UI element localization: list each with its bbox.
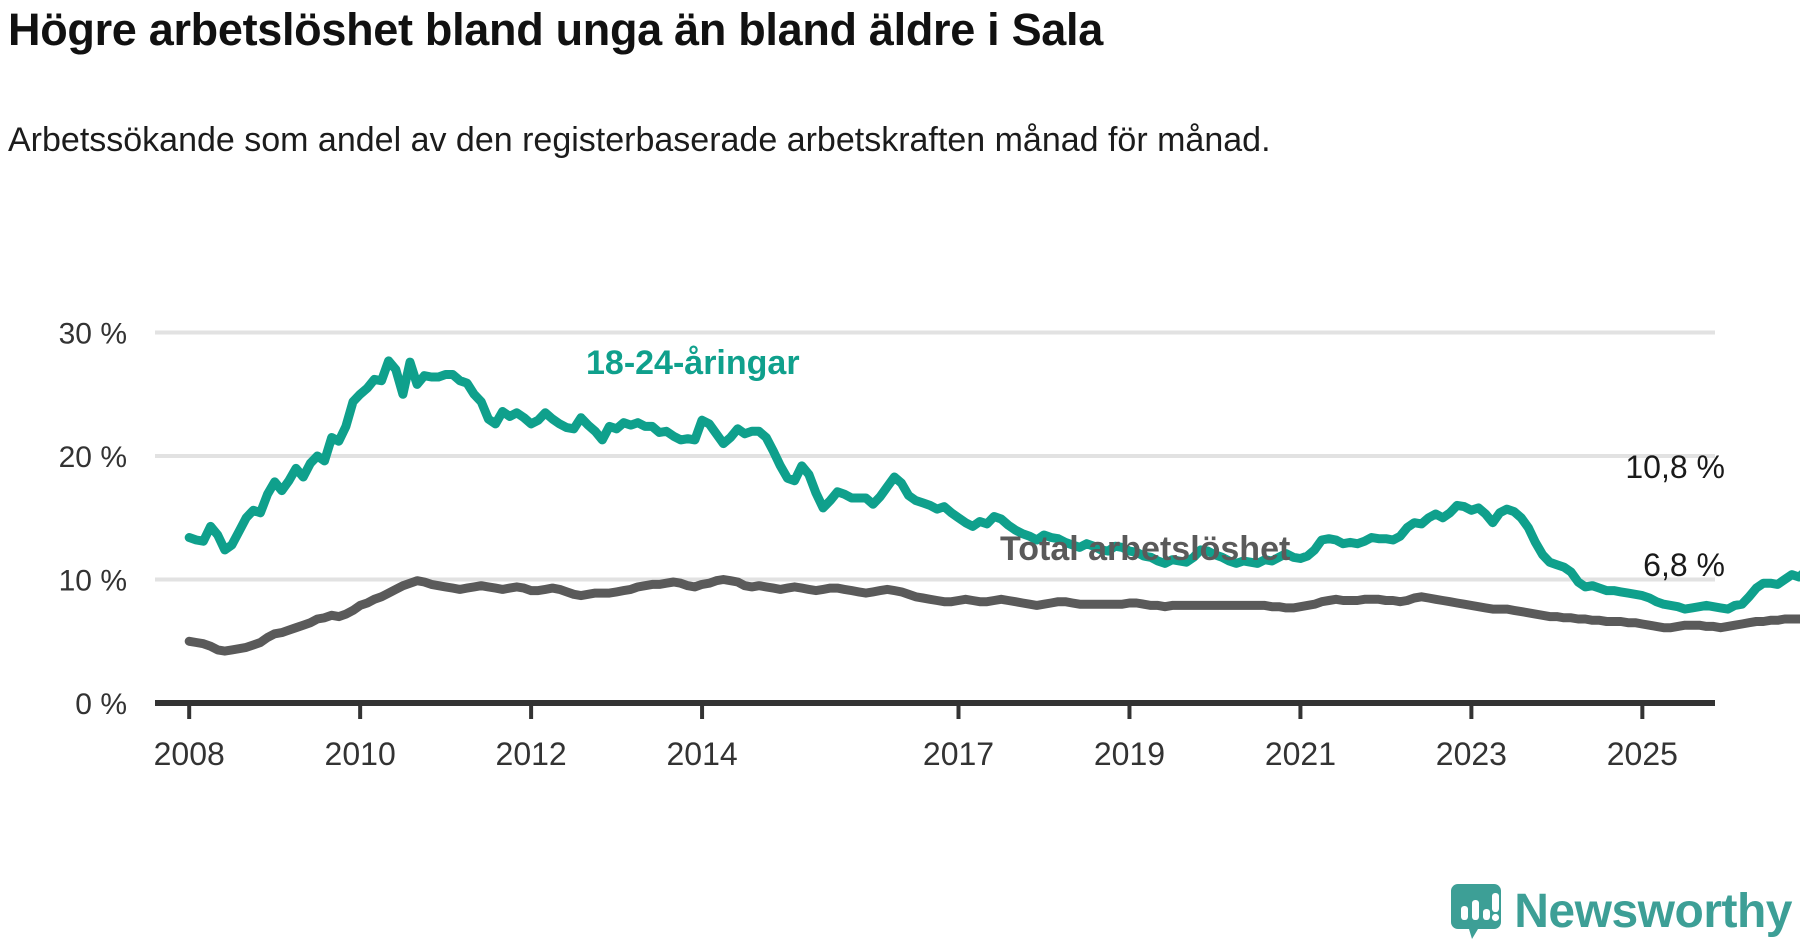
end-value-label: 10,8 % — [1625, 449, 1725, 485]
page-title: Högre arbetslöshet bland unga än bland ä… — [8, 4, 1103, 55]
series-annotation: 18-24-åringar — [586, 344, 800, 382]
chart-container: 0 % 10 % 20 % 30 % 2008 2010 2012 2014 2017 2019… — [0, 250, 1800, 810]
y-tick-label: 20 % — [59, 441, 127, 474]
x-tick-label: 2008 — [154, 736, 225, 772]
x-tick-label: 2021 — [1265, 736, 1336, 772]
y-tick-label: 30 % — [59, 318, 127, 351]
newsworthy-logo[interactable]: Newsworthy — [1450, 882, 1792, 940]
x-tick-label: 2010 — [325, 736, 396, 772]
x-tick-label: 2019 — [1094, 736, 1165, 772]
y-tick-label: 0 % — [75, 688, 127, 721]
x-tick-label: 2014 — [666, 736, 737, 772]
x-axis — [155, 700, 1715, 719]
end-value-labels: 10,8 % 6,8 % — [1625, 449, 1725, 583]
series-line[interactable] — [184, 356, 1800, 614]
x-tick-label: 2025 — [1607, 736, 1678, 772]
x-tick-label: 2012 — [496, 736, 567, 772]
series-annotation: Total arbetslöshet — [1000, 530, 1290, 568]
line-chart: 0 % 10 % 20 % 30 % 2008 2010 2012 2014 2017 2019… — [59, 318, 1800, 772]
x-tick-label: 2017 — [923, 736, 994, 772]
x-axis-labels: 2008 2010 2012 2014 2017 2019 2021 2023 2025 — [154, 736, 1678, 772]
x-tick-label: 2023 — [1436, 736, 1507, 772]
newsworthy-bar-chart-icon — [1451, 884, 1502, 939]
page-subtitle: Arbetssökande som andel av den registerb… — [8, 121, 1271, 159]
end-value-label: 6,8 % — [1643, 547, 1725, 583]
logo-text: Newsworthy — [1514, 884, 1792, 938]
y-axis-labels: 0 % 10 % 20 % 30 % — [59, 318, 127, 722]
y-tick-label: 10 % — [59, 565, 127, 598]
series-line[interactable] — [184, 575, 1800, 656]
series-annotations: 18-24-åringar Total arbetslöshet — [586, 344, 1290, 568]
series-lines[interactable] — [184, 356, 1800, 656]
